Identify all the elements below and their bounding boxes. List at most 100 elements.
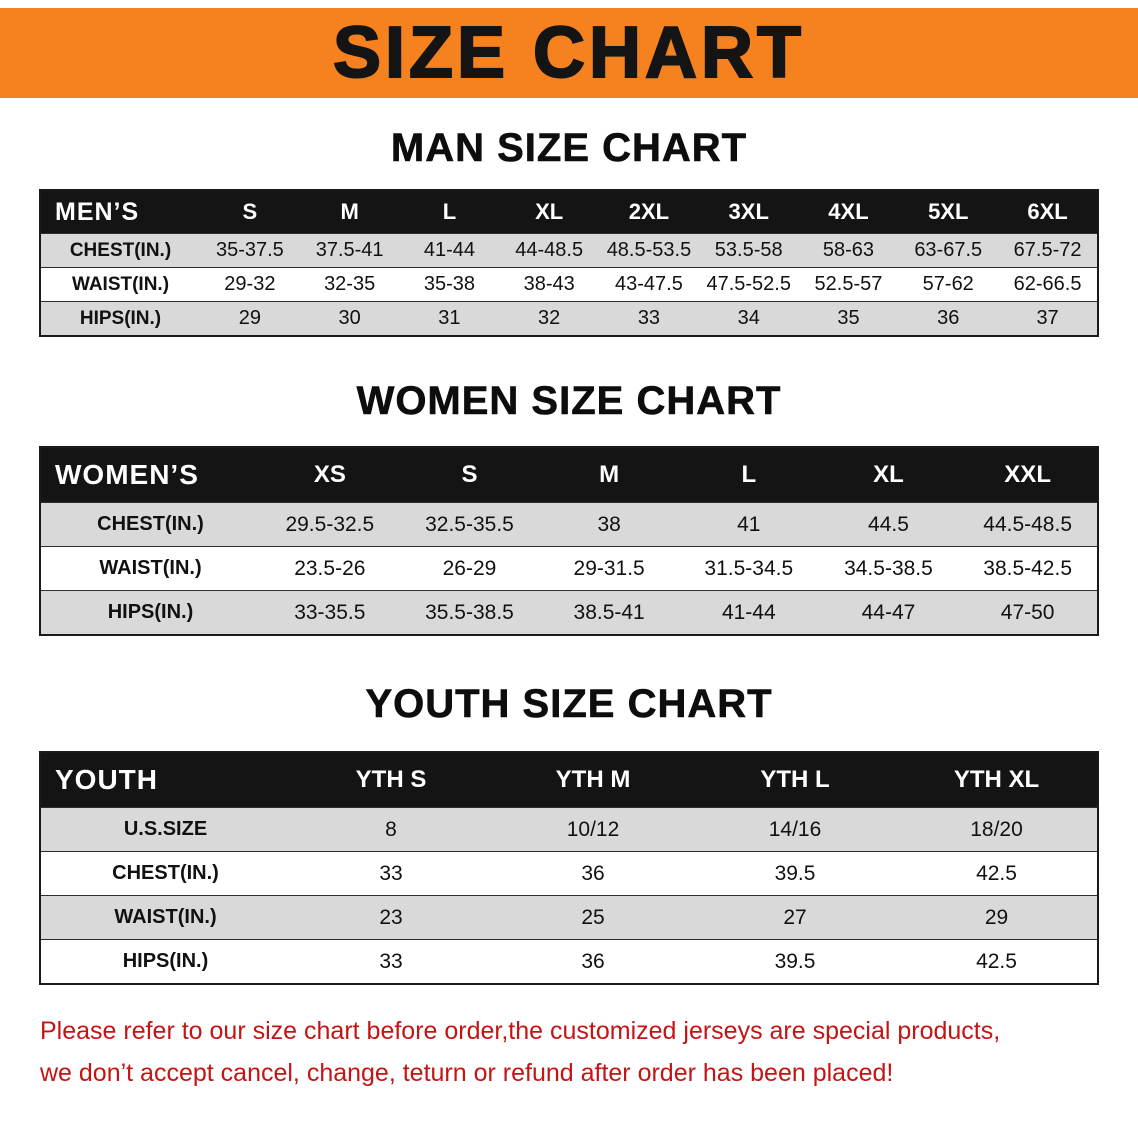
- value-cell: 32-35: [299, 267, 400, 302]
- value-cell: 67.5-72: [998, 233, 1098, 268]
- value-cell: 25: [492, 895, 694, 940]
- table-header-row: WOMEN’S XS S M L XL XXL: [40, 447, 1098, 503]
- value-cell: 32.5-35.5: [399, 502, 540, 547]
- value-cell: 57-62: [898, 267, 999, 302]
- value-cell: 42.5: [896, 939, 1098, 984]
- value-cell: 29-31.5: [539, 546, 679, 591]
- value-cell: 37: [998, 301, 1098, 336]
- value-cell: 35.5-38.5: [399, 590, 540, 635]
- value-cell: 41-44: [678, 590, 819, 635]
- value-cell: 29.5-32.5: [260, 502, 400, 547]
- table-row: U.S.SIZE 8 10/12 14/16 18/20: [40, 807, 1098, 852]
- row-label-cell: CHEST(IN.): [40, 851, 290, 896]
- value-cell: 63-67.5: [898, 233, 999, 268]
- value-cell: 18/20: [896, 807, 1098, 852]
- value-cell: 41-44: [399, 233, 500, 268]
- table-row: CHEST(IN.) 29.5-32.5 32.5-35.5 38 41 44.5 44.5…: [40, 502, 1098, 547]
- value-cell: 39.5: [694, 939, 896, 984]
- table-row: CHEST(IN.) 35-37.5 37.5-41 41-44 44-48.5 48.5…: [40, 233, 1098, 268]
- value-cell: 23.5-26: [260, 546, 400, 591]
- value-cell: 41: [678, 502, 819, 547]
- size-header-cell: 3XL: [698, 190, 799, 234]
- row-label-cell: U.S.SIZE: [40, 807, 290, 852]
- value-cell: 48.5-53.5: [599, 233, 699, 268]
- size-header-cell: YTH L: [694, 752, 896, 808]
- size-header-cell: XS: [260, 447, 400, 503]
- value-cell: 35: [798, 301, 899, 336]
- value-cell: 33: [290, 939, 492, 984]
- value-cell: 53.5-58: [698, 233, 799, 268]
- value-cell: 38.5-42.5: [958, 546, 1098, 591]
- value-cell: 35-37.5: [200, 233, 300, 268]
- table-row: HIPS(IN.) 33 36 39.5 42.5: [40, 939, 1098, 984]
- value-cell: 36: [492, 939, 694, 984]
- value-cell: 31.5-34.5: [678, 546, 819, 591]
- size-header-cell: S: [200, 190, 300, 234]
- women-size-table: WOMEN’S XS S M L XL XXL CHEST(IN.) 29.5-32.5 32.5…: [39, 446, 1099, 636]
- value-cell: 62-66.5: [998, 267, 1098, 302]
- table-title-cell: MEN’S: [40, 190, 200, 234]
- row-label-cell: WAIST(IN.): [40, 546, 260, 591]
- value-cell: 14/16: [694, 807, 896, 852]
- size-header-cell: YTH XL: [896, 752, 1098, 808]
- value-cell: 29: [200, 301, 300, 336]
- value-cell: 38-43: [499, 267, 600, 302]
- size-header-cell: S: [399, 447, 540, 503]
- value-cell: 10/12: [492, 807, 694, 852]
- table-row: HIPS(IN.) 29 30 31 32 33 34 35 36 37: [40, 301, 1098, 336]
- value-cell: 44-47: [818, 590, 959, 635]
- row-label-cell: CHEST(IN.): [40, 502, 260, 547]
- table-header-row: MEN’S S M L XL 2XL 3XL 4XL 5XL 6XL: [40, 190, 1098, 234]
- table-row: WAIST(IN.) 23.5-26 26-29 29-31.5 31.5-34.5 34…: [40, 546, 1098, 591]
- table-header-row: YOUTH YTH S YTH M YTH L YTH XL: [40, 752, 1098, 808]
- value-cell: 32: [499, 301, 600, 336]
- row-label-cell: WAIST(IN.): [40, 895, 290, 940]
- value-cell: 29-32: [200, 267, 300, 302]
- disclaimer: Please refer to our size chart before or…: [40, 1015, 1138, 1091]
- value-cell: 44-48.5: [499, 233, 600, 268]
- value-cell: 31: [399, 301, 500, 336]
- disclaimer-line-2: we don’t accept cancel, change, teturn o…: [40, 1058, 894, 1087]
- table-row: WAIST(IN.) 29-32 32-35 35-38 38-43 43-47.5 47.…: [40, 267, 1098, 302]
- size-header-cell: YTH M: [492, 752, 694, 808]
- youth-size-table: YOUTH YTH S YTH M YTH L YTH XL U.S.SIZE 8 10/12…: [39, 751, 1099, 985]
- value-cell: 30: [299, 301, 400, 336]
- size-header-cell: L: [678, 447, 819, 503]
- size-header-cell: 6XL: [998, 190, 1098, 234]
- value-cell: 43-47.5: [599, 267, 699, 302]
- man-section-heading: MAN SIZE CHART: [390, 126, 748, 171]
- value-cell: 42.5: [896, 851, 1098, 896]
- size-header-cell: YTH S: [290, 752, 492, 808]
- value-cell: 38: [539, 502, 679, 547]
- row-label-cell: HIPS(IN.): [40, 301, 200, 336]
- value-cell: 36: [492, 851, 694, 896]
- table-title-cell: WOMEN’S: [40, 447, 260, 503]
- value-cell: 44.5-48.5: [958, 502, 1098, 547]
- value-cell: 47-50: [958, 590, 1098, 635]
- size-header-cell: M: [299, 190, 400, 234]
- disclaimer-line-1: Please refer to our size chart before or…: [40, 1017, 1001, 1045]
- row-label-cell: HIPS(IN.): [40, 939, 290, 984]
- banner: SIZE CHART: [0, 8, 1138, 98]
- value-cell: 23: [290, 895, 492, 940]
- women-size-section: WOMEN SIZE CHART WOMEN’S XS S M L XL XXL CHEST(…: [0, 379, 1138, 636]
- size-header-cell: M: [539, 447, 679, 503]
- value-cell: 35-38: [399, 267, 500, 302]
- women-section-heading: WOMEN SIZE CHART: [356, 379, 782, 424]
- size-header-cell: L: [399, 190, 500, 234]
- value-cell: 36: [898, 301, 999, 336]
- table-row: CHEST(IN.) 33 36 39.5 42.5: [40, 851, 1098, 896]
- value-cell: 44.5: [818, 502, 959, 547]
- youth-section-heading: YOUTH SIZE CHART: [365, 682, 773, 727]
- table-row: HIPS(IN.) 33-35.5 35.5-38.5 38.5-41 41-44 44-…: [40, 590, 1098, 635]
- youth-size-section: YOUTH SIZE CHART YOUTH YTH S YTH M YTH L YTH…: [0, 682, 1138, 985]
- value-cell: 33-35.5: [260, 590, 400, 635]
- value-cell: 33: [290, 851, 492, 896]
- value-cell: 27: [694, 895, 896, 940]
- size-header-cell: XXL: [958, 447, 1098, 503]
- size-header-cell: 5XL: [898, 190, 999, 234]
- value-cell: 26-29: [399, 546, 540, 591]
- size-header-cell: XL: [818, 447, 959, 503]
- size-header-cell: 2XL: [599, 190, 699, 234]
- table-row: WAIST(IN.) 23 25 27 29: [40, 895, 1098, 940]
